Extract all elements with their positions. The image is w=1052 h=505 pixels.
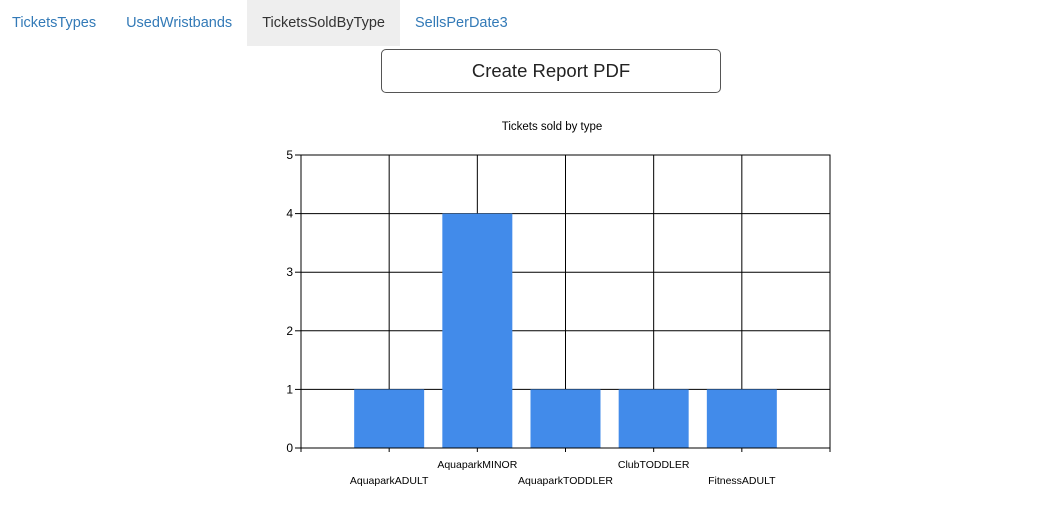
nav-tabs: TicketsTypes UsedWristbands TicketsSoldB…	[0, 0, 523, 46]
bar	[706, 389, 777, 448]
chart-bars	[354, 213, 777, 448]
x-category-label: AquaparkTODDLER	[518, 475, 613, 487]
chart-tick-labels: 0 1 2 3 4 5 AquaparkADULT AquaparkMINORAquapark…	[286, 148, 776, 487]
chart-container: Tickets sold by type 0 1 2 3 4 5 AquaparkADULT…	[0, 100, 1052, 500]
y-tick-label: 1	[286, 382, 293, 396]
y-tick-label: 2	[286, 324, 293, 338]
tab-used-wristbands[interactable]: UsedWristbands	[126, 15, 233, 31]
tab-sells-per-date3[interactable]: SellsPerDate3	[414, 15, 508, 31]
x-category-label: FitnessADULT	[708, 475, 776, 487]
tab-tickets-types[interactable]: TicketsTypes	[12, 15, 97, 31]
x-category-label: AquaparkMINOR	[437, 459, 517, 471]
tab-tickets-sold-by-type[interactable]: TicketsSoldByType	[247, 0, 400, 46]
chart-axes	[295, 154, 831, 452]
y-tick-label: 4	[286, 207, 293, 221]
chart-title: Tickets sold by type	[502, 121, 603, 133]
bar	[618, 389, 689, 448]
y-tick-label: 5	[286, 148, 293, 162]
plot-border	[300, 154, 831, 449]
x-category-label: AquaparkADULT	[350, 475, 429, 487]
bar	[530, 389, 601, 448]
bar	[354, 389, 425, 448]
create-report-pdf-button[interactable]: Create Report PDF	[381, 49, 721, 93]
tickets-sold-chart: Tickets sold by type 0 1 2 3 4 5 AquaparkADULT…	[286, 121, 831, 487]
y-tick-label: 3	[286, 265, 293, 279]
bar	[442, 213, 513, 448]
y-tick-label: 0	[286, 441, 293, 455]
x-category-label: ClubTODDLER	[618, 459, 690, 471]
